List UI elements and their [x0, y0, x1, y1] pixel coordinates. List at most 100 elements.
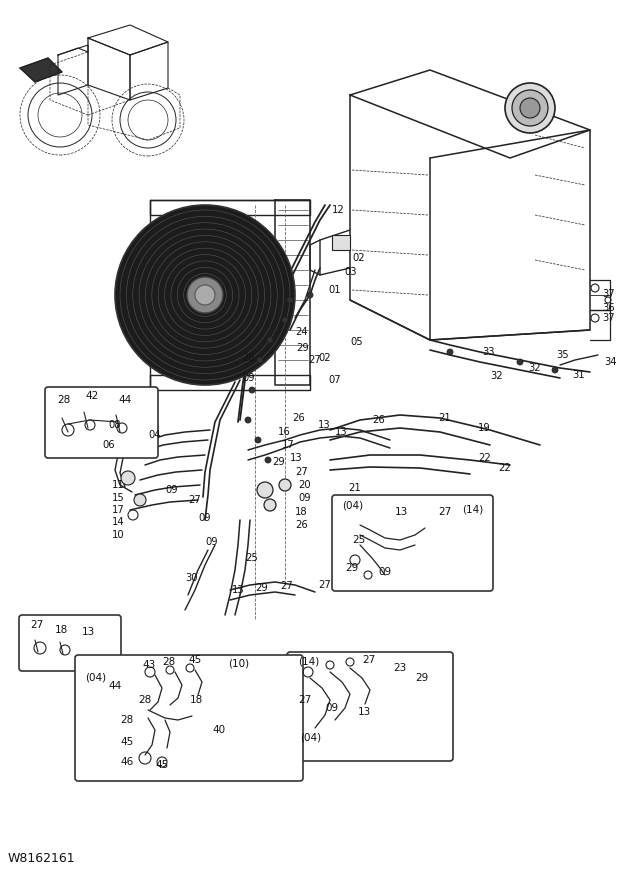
- Text: 01: 01: [328, 285, 340, 295]
- Text: 33: 33: [482, 347, 495, 357]
- Text: 27: 27: [30, 620, 43, 630]
- Text: 26: 26: [292, 413, 305, 423]
- Text: 04: 04: [148, 430, 161, 440]
- FancyBboxPatch shape: [45, 387, 158, 458]
- Text: 13: 13: [395, 507, 408, 517]
- Circle shape: [249, 387, 255, 393]
- Text: 43: 43: [142, 660, 155, 670]
- Circle shape: [552, 367, 558, 373]
- Text: 21: 21: [348, 483, 361, 493]
- Text: 45: 45: [188, 655, 202, 665]
- Text: 15: 15: [112, 493, 125, 503]
- Text: 29: 29: [345, 563, 358, 573]
- Text: W8162161: W8162161: [8, 851, 76, 864]
- Circle shape: [195, 285, 215, 305]
- Circle shape: [520, 98, 540, 118]
- Text: 27: 27: [298, 695, 311, 705]
- Text: 22: 22: [498, 463, 511, 473]
- Text: 12: 12: [332, 205, 345, 215]
- Text: 17: 17: [112, 505, 125, 515]
- Text: 09: 09: [298, 493, 311, 503]
- Text: (14): (14): [462, 505, 483, 515]
- FancyBboxPatch shape: [19, 615, 121, 671]
- Text: 29: 29: [255, 583, 268, 593]
- Circle shape: [257, 357, 263, 363]
- Circle shape: [287, 297, 293, 303]
- Text: 42: 42: [85, 391, 98, 401]
- FancyBboxPatch shape: [75, 655, 303, 781]
- Text: 09: 09: [242, 373, 255, 383]
- Text: 22: 22: [478, 453, 491, 463]
- Text: (04): (04): [85, 673, 106, 683]
- Text: 37: 37: [602, 289, 614, 299]
- Text: 37: 37: [602, 313, 614, 323]
- Text: 28: 28: [120, 715, 133, 725]
- Text: 26: 26: [372, 415, 385, 425]
- Circle shape: [257, 482, 273, 498]
- Text: 45: 45: [120, 737, 133, 747]
- Text: 18: 18: [55, 625, 68, 635]
- Circle shape: [307, 292, 313, 298]
- Text: 13: 13: [318, 420, 330, 430]
- Text: 06: 06: [102, 440, 115, 450]
- Circle shape: [255, 437, 261, 443]
- Text: 09: 09: [325, 703, 338, 713]
- Text: 32: 32: [490, 371, 503, 381]
- Circle shape: [267, 337, 273, 343]
- Circle shape: [121, 471, 135, 485]
- FancyBboxPatch shape: [287, 652, 453, 761]
- Text: 28: 28: [162, 657, 175, 667]
- Text: 32: 32: [528, 363, 541, 373]
- Polygon shape: [20, 58, 62, 82]
- Text: (14): (14): [298, 657, 319, 667]
- Text: 09: 09: [165, 485, 177, 495]
- Text: 29: 29: [272, 457, 285, 467]
- Text: 05: 05: [350, 337, 363, 347]
- Text: 07: 07: [328, 375, 340, 385]
- Text: 45: 45: [155, 760, 168, 770]
- Text: 44: 44: [118, 395, 131, 405]
- FancyBboxPatch shape: [332, 495, 493, 591]
- Text: 02: 02: [318, 353, 330, 363]
- Text: 27: 27: [362, 655, 375, 665]
- Text: 14: 14: [112, 517, 125, 527]
- Text: 27: 27: [295, 467, 308, 477]
- Text: 09: 09: [205, 537, 218, 547]
- Text: 19: 19: [478, 423, 491, 433]
- Circle shape: [245, 417, 251, 423]
- Text: (04): (04): [300, 733, 321, 743]
- Text: 13: 13: [232, 585, 245, 595]
- Text: 18: 18: [190, 695, 203, 705]
- Circle shape: [115, 205, 295, 385]
- Text: 11: 11: [112, 480, 125, 490]
- Circle shape: [134, 494, 146, 506]
- Text: 36: 36: [602, 303, 614, 313]
- Text: 46: 46: [120, 757, 133, 767]
- Text: 24: 24: [295, 327, 308, 337]
- Text: 10: 10: [112, 530, 125, 540]
- Text: 44: 44: [108, 681, 122, 691]
- Text: (10): (10): [228, 658, 249, 668]
- Text: 13: 13: [358, 707, 371, 717]
- Text: 13: 13: [335, 427, 348, 437]
- Circle shape: [282, 317, 288, 323]
- Text: 13: 13: [290, 453, 303, 463]
- Text: 28: 28: [242, 353, 255, 363]
- Text: 29: 29: [415, 673, 428, 683]
- Text: 17: 17: [282, 440, 294, 450]
- Text: 25: 25: [352, 535, 365, 545]
- Text: 02: 02: [352, 253, 365, 263]
- Circle shape: [517, 359, 523, 365]
- Text: 40: 40: [212, 725, 225, 735]
- Text: 27: 27: [308, 355, 321, 365]
- Text: 27: 27: [438, 507, 451, 517]
- Circle shape: [264, 499, 276, 511]
- Text: 09: 09: [198, 513, 211, 523]
- Text: (04): (04): [342, 500, 363, 510]
- Text: 09: 09: [378, 567, 391, 577]
- Text: 28: 28: [57, 395, 70, 405]
- Text: 31: 31: [572, 370, 585, 380]
- Text: 23: 23: [393, 663, 406, 673]
- Text: 03: 03: [344, 267, 356, 277]
- Circle shape: [279, 479, 291, 491]
